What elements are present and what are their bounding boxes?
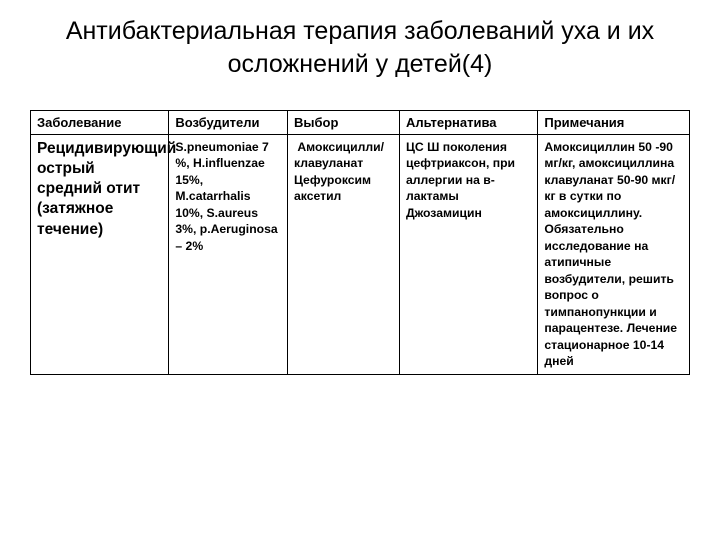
header-pathogens: Возбудители bbox=[169, 111, 288, 135]
cell-disease: Рецидивирующий острый средний отит (затя… bbox=[31, 135, 169, 375]
cell-pathogens: S.pneumoniae 7 %, H.influenzae 15%, M.ca… bbox=[169, 135, 288, 375]
header-choice: Выбор bbox=[287, 111, 399, 135]
cell-alternative: ЦС Ш поколения цефтриаксон, при аллергии… bbox=[400, 135, 538, 375]
therapy-table: Заболевание Возбудители Выбор Альтернати… bbox=[30, 110, 690, 375]
page-title: Антибактериальная терапия заболеваний ух… bbox=[30, 15, 690, 80]
cell-notes: Амоксициллин 50 -90 мг/кг, амоксициллина… bbox=[538, 135, 690, 375]
cell-choice: Амоксицилли/клавуланат Цефуроксим аксети… bbox=[287, 135, 399, 375]
header-notes: Примечания bbox=[538, 111, 690, 135]
table-row: Рецидивирующий острый средний отит (затя… bbox=[31, 135, 690, 375]
header-disease: Заболевание bbox=[31, 111, 169, 135]
header-alternative: Альтернатива bbox=[400, 111, 538, 135]
table-header-row: Заболевание Возбудители Выбор Альтернати… bbox=[31, 111, 690, 135]
